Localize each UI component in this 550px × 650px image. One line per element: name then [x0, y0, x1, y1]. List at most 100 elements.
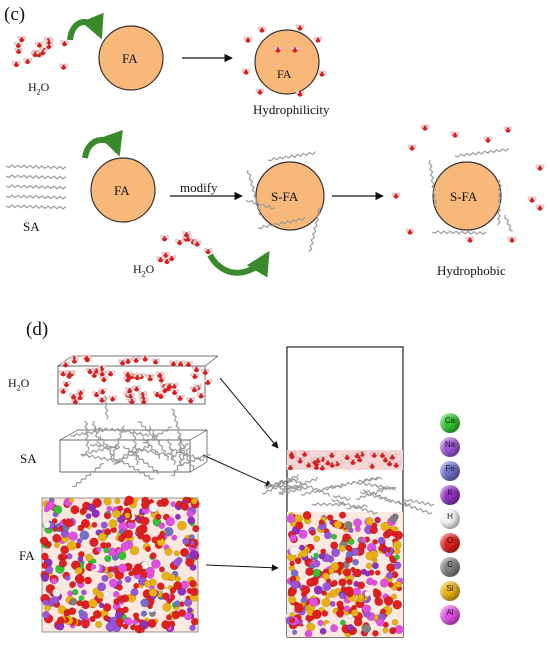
sa-chain — [5, 184, 67, 190]
hydrogen-atom — [160, 386, 165, 391]
modify-label: modify — [180, 180, 218, 195]
legend-symbol: K — [447, 488, 453, 497]
fa-atom — [41, 573, 50, 582]
fa-atom — [132, 619, 139, 626]
fa-atom — [391, 619, 399, 626]
fa-atom — [393, 561, 402, 570]
hydrogen-atom — [352, 452, 357, 456]
fa-atom — [155, 513, 162, 521]
fa-atom — [353, 568, 362, 578]
fa-atom — [338, 578, 347, 587]
hydrogen-atom — [287, 450, 291, 455]
fa-atom — [76, 600, 83, 607]
hydrogen-atom — [158, 390, 162, 395]
fa-atom — [319, 627, 327, 635]
hydrogen-atom — [410, 228, 415, 232]
hydrogen-atom — [532, 196, 537, 200]
hydrogen-atom — [278, 46, 283, 50]
fa-atom — [321, 610, 329, 617]
fa-atom — [130, 588, 139, 597]
fa-atom — [182, 537, 190, 545]
fa-particle-2 — [90, 157, 156, 223]
hydrogen-atom — [167, 254, 171, 259]
legend-symbol: C — [447, 560, 453, 569]
fa-atom — [117, 579, 123, 586]
fa-atom — [103, 547, 110, 554]
hydrogen-atom — [49, 39, 54, 43]
fa-atom — [85, 513, 92, 520]
hydrogen-atom — [138, 373, 142, 378]
hydrogen-atom — [196, 392, 201, 396]
fa-atom — [68, 497, 74, 504]
sa-chain — [5, 204, 67, 210]
sa-chain — [113, 443, 151, 465]
sa-chain — [336, 476, 378, 488]
hydrogen-atom — [64, 63, 69, 68]
hydrogen-atom — [390, 460, 395, 464]
fa-atom — [117, 535, 126, 543]
fa-atom — [317, 619, 324, 627]
fa-label-1: FA — [122, 51, 138, 66]
sa-chain — [257, 216, 306, 230]
hydrogen-atom — [383, 451, 387, 456]
fa-atom — [164, 547, 173, 556]
hydrogen-atom — [305, 450, 310, 455]
fa-atom — [123, 617, 133, 626]
fa-atom — [98, 532, 108, 542]
fa-atom — [75, 574, 82, 581]
hydrogen-atom — [318, 457, 323, 461]
legend-symbol: Fe — [445, 464, 455, 473]
hydrogen-atom — [146, 355, 150, 360]
hydrogen-atom — [162, 376, 166, 380]
fa-atom — [360, 537, 367, 544]
hydrogen-atom — [180, 238, 184, 243]
fa-atom — [124, 512, 131, 519]
hydrogen-atom — [328, 459, 333, 463]
fa-atom — [81, 619, 90, 629]
fa-atom — [117, 505, 124, 512]
fa-atom — [58, 559, 68, 568]
fa-atom — [41, 562, 49, 569]
fa-atom — [171, 534, 178, 541]
sa-chain — [84, 420, 90, 452]
fa-atom — [108, 578, 118, 588]
hydrogen-atom — [62, 380, 66, 385]
hydrogen-atom — [292, 450, 296, 455]
hydrogen-atom — [170, 388, 174, 393]
fa-atom — [122, 623, 129, 630]
hydrogen-atom — [143, 394, 148, 398]
hydrogen-atom — [246, 68, 251, 72]
sa-chain — [356, 481, 397, 491]
fa-atom — [53, 505, 63, 515]
fa-atom — [330, 624, 339, 633]
hydrogen-atom — [14, 41, 18, 46]
hydrogen-atom — [66, 361, 71, 365]
legend-item-ca: Ca — [440, 413, 520, 433]
hydrogen-atom — [391, 192, 396, 196]
fa-atom — [383, 596, 394, 606]
fa-atom — [305, 567, 314, 576]
sa-chain — [504, 215, 513, 232]
hydrogen-atom — [90, 367, 95, 372]
hydrogen-atom — [145, 375, 150, 379]
sfa-label-1: S-FA — [271, 189, 299, 204]
hydrogen-atom — [257, 26, 262, 30]
fa-atom — [103, 590, 111, 599]
fa-atom — [329, 600, 336, 607]
water-label-d: H2O — [8, 376, 30, 393]
hydrogen-atom — [318, 464, 322, 468]
sa-chain — [264, 481, 286, 488]
hydrogen-atom — [323, 459, 328, 463]
fa-atom — [91, 521, 98, 528]
fa-atom — [68, 531, 78, 541]
fa-atom — [138, 626, 145, 633]
fa-atom — [326, 514, 334, 521]
hydrogen-atom — [488, 136, 493, 140]
curved-arrow-middle — [82, 129, 123, 159]
hydrogen-atom — [144, 398, 149, 402]
fa-atom — [394, 580, 402, 588]
hydrogen-atom — [76, 389, 80, 393]
fa-atom — [295, 521, 304, 530]
fa-atom — [390, 627, 397, 634]
fa-atom — [342, 568, 352, 577]
